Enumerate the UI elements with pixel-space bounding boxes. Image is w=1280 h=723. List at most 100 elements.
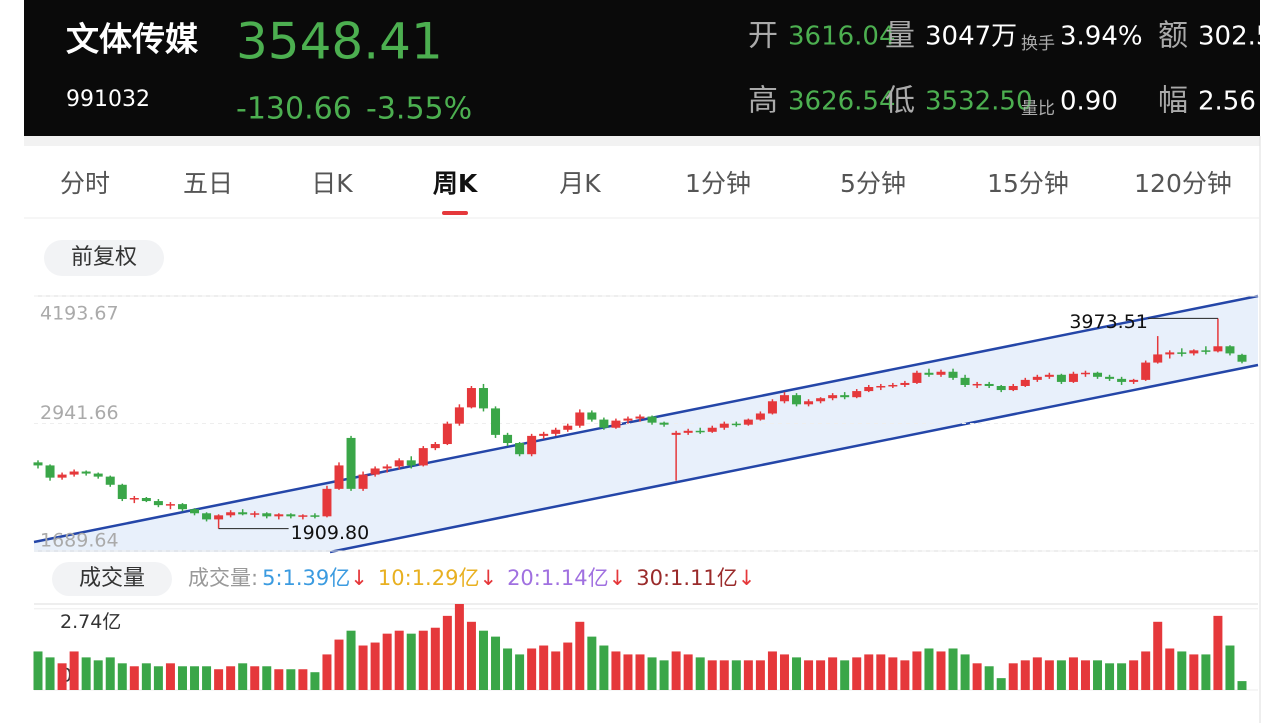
volume-bar — [105, 657, 115, 690]
tab[interactable]: 1分钟 — [685, 169, 751, 198]
volume-bar — [33, 651, 43, 690]
volume-bar — [683, 654, 693, 690]
volume-button-label: 成交量 — [79, 566, 145, 591]
volume-bar — [924, 648, 934, 690]
adjust-label: 前复权 — [71, 245, 137, 270]
tab[interactable]: 5分钟 — [840, 169, 906, 198]
stock-price: 3548.41 — [236, 13, 443, 71]
tab[interactable]: 分时 — [60, 169, 110, 198]
tab[interactable]: 120分钟 — [1134, 169, 1232, 198]
candle-body — [141, 498, 151, 502]
volume-bar — [1213, 615, 1223, 690]
candle-body — [45, 465, 55, 478]
candle-body — [876, 385, 886, 388]
field-label: 额 — [1158, 19, 1188, 54]
adjust-button[interactable] — [44, 240, 164, 276]
price-change: -130.66 — [236, 92, 352, 127]
candle-body — [177, 504, 187, 510]
candle-body — [960, 377, 970, 385]
candle-body — [587, 412, 597, 420]
volume-bar — [852, 657, 862, 690]
candle-body — [310, 515, 320, 517]
candle-body — [262, 513, 272, 517]
volume-bar — [238, 663, 248, 690]
volume-bar — [57, 663, 67, 690]
candle-body — [1117, 378, 1127, 382]
volume-bar — [876, 654, 886, 690]
candle-body — [972, 383, 982, 386]
volume-bar — [792, 657, 802, 690]
candle-body — [214, 515, 224, 520]
candle-body — [202, 513, 212, 520]
candle-body — [346, 437, 356, 489]
volume-bar — [1225, 645, 1235, 690]
quote-header — [24, 0, 1260, 136]
candle-body — [81, 471, 91, 474]
volume-bar — [442, 615, 452, 690]
volume-bar — [262, 666, 272, 690]
tab[interactable]: 15分钟 — [987, 169, 1069, 198]
candle-body — [719, 423, 729, 428]
candle-body — [816, 398, 826, 402]
volume-bar — [515, 654, 525, 690]
candle-body — [1044, 374, 1054, 377]
volume-bar — [334, 639, 344, 690]
candle-body — [575, 412, 585, 426]
volume-button[interactable] — [52, 562, 172, 596]
candle-body — [996, 385, 1006, 391]
candle-body — [1165, 352, 1175, 355]
tab[interactable]: 五日 — [183, 169, 233, 198]
volume-bar — [93, 660, 103, 690]
candle-body — [611, 420, 621, 428]
candle-body — [478, 388, 488, 409]
legend-entry: 30:1.11亿 — [636, 566, 738, 590]
volume-bar — [912, 651, 922, 690]
volume-bar — [153, 666, 163, 690]
field-value: 3626.54 — [788, 87, 896, 117]
volume-bar — [1105, 663, 1115, 690]
candle-body — [792, 395, 802, 405]
volume-bar — [45, 657, 55, 690]
candle-body — [454, 407, 464, 424]
field-value: 3616.04 — [788, 22, 896, 52]
candle-body — [1080, 372, 1090, 375]
legend-entry: 5:1.39亿 — [262, 566, 350, 590]
volume-bar — [635, 654, 645, 690]
volume-bar — [1008, 663, 1018, 690]
tab[interactable]: 周K — [433, 169, 479, 198]
volume-bar — [599, 645, 609, 690]
volume-bar — [382, 633, 392, 690]
volume-bar — [900, 660, 910, 690]
volume-bar — [226, 666, 236, 690]
legend-entry: 10:1.29亿 — [378, 566, 480, 590]
volume-bar — [1189, 654, 1199, 690]
candle-body — [683, 430, 693, 433]
candle-body — [1129, 379, 1139, 382]
candle-body — [828, 395, 838, 399]
volume-bar — [1237, 681, 1247, 690]
candle-body — [1068, 373, 1078, 382]
field-value: 0.90 — [1060, 87, 1118, 117]
y-tick-label: 1689.64 — [40, 530, 119, 552]
y-tick-label: 4193.67 — [40, 303, 119, 325]
volume-bar — [214, 669, 224, 690]
volume-bar — [731, 660, 741, 690]
tab[interactable]: 日K — [311, 169, 353, 198]
candle-body — [1105, 376, 1115, 379]
tab[interactable]: 月K — [559, 169, 601, 198]
candle-body — [274, 514, 284, 517]
volume-bar — [707, 660, 717, 690]
candle-body — [840, 395, 850, 398]
volume-bar — [358, 645, 368, 690]
volume-bar — [117, 663, 127, 690]
channel-band — [34, 296, 1258, 552]
candle-body — [659, 422, 669, 425]
field-value: 302.5 — [1198, 22, 1272, 52]
candle-body — [190, 509, 200, 514]
candle-body — [69, 471, 79, 475]
volume-bar — [779, 654, 789, 690]
candle-body — [731, 423, 741, 426]
volume-bar — [659, 660, 669, 690]
candle-body — [551, 429, 561, 434]
volume-bar — [587, 636, 597, 690]
